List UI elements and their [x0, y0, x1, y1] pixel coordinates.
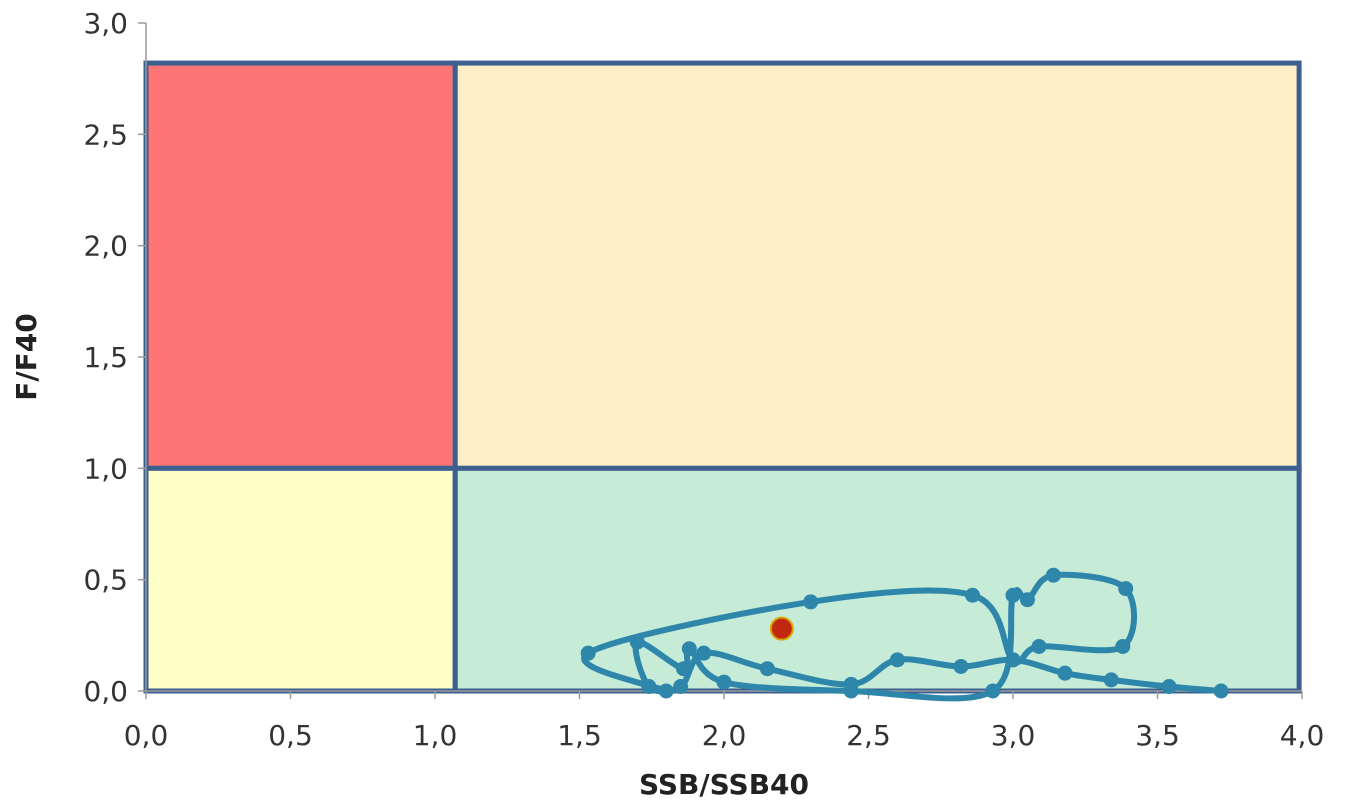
- data-point: [681, 641, 697, 657]
- zone-red: [143, 60, 458, 471]
- current-point-marker: [769, 616, 794, 641]
- zone-orange: [452, 60, 1302, 471]
- data-point: [1118, 581, 1134, 597]
- data-point: [985, 683, 1001, 699]
- data-point: [580, 645, 596, 661]
- x-tick-label: 1,0: [413, 719, 458, 752]
- data-point: [1005, 587, 1021, 603]
- data-point: [965, 587, 981, 603]
- x-tick-label: 0,0: [124, 719, 169, 752]
- series-layer: [580, 567, 1229, 702]
- data-point: [1005, 652, 1021, 668]
- data-point: [696, 645, 712, 661]
- y-tick-label: 0,5: [83, 564, 128, 597]
- data-point: [1115, 638, 1131, 654]
- x-tick-label: 1,5: [557, 719, 602, 752]
- data-point: [953, 659, 969, 675]
- data-point: [1103, 672, 1119, 688]
- data-point: [1045, 567, 1061, 583]
- data-point: [676, 661, 692, 677]
- x-tick-label: 3,5: [1135, 719, 1180, 752]
- x-tick-label: 0,5: [268, 719, 313, 752]
- zone-yellow: [143, 465, 458, 694]
- data-point: [843, 683, 859, 699]
- zones-layer: [143, 60, 1302, 694]
- data-point: [641, 679, 657, 695]
- y-tick-label: 2,0: [83, 230, 128, 263]
- trajectory-line: [581, 571, 1225, 702]
- zone-green: [452, 465, 1302, 694]
- y-tick-label: 1,5: [83, 341, 128, 374]
- y-tick-label: 3,0: [83, 7, 128, 40]
- x-axis-title: SSB/SSB40: [639, 768, 809, 801]
- axes-layer: [138, 22, 1303, 699]
- data-point: [629, 634, 645, 650]
- y-tick-label: 0,0: [83, 675, 128, 708]
- y-tick-label: 1,0: [83, 452, 128, 485]
- data-point: [1161, 679, 1177, 695]
- data-point: [1019, 592, 1035, 608]
- data-point: [673, 679, 689, 695]
- x-tick-label: 2,0: [702, 719, 747, 752]
- data-point: [889, 652, 905, 668]
- data-point: [1031, 638, 1047, 654]
- x-tick-label: 4,0: [1280, 719, 1325, 752]
- x-tick-label: 2,5: [846, 719, 891, 752]
- y-axis-title: F/F40: [10, 313, 43, 400]
- data-point: [716, 674, 732, 690]
- data-point: [1057, 665, 1073, 681]
- labels-layer: SSB/SSB40 F/F40 0,0 0,5 1,0 1,5 2,0 2,5 3,0 3,5…: [10, 7, 1324, 801]
- x-tick-label: 3,0: [991, 719, 1036, 752]
- data-point: [658, 683, 674, 699]
- y-tick-label: 2,5: [83, 118, 128, 151]
- data-point: [759, 661, 775, 677]
- data-point: [803, 594, 819, 610]
- data-point: [1213, 683, 1229, 699]
